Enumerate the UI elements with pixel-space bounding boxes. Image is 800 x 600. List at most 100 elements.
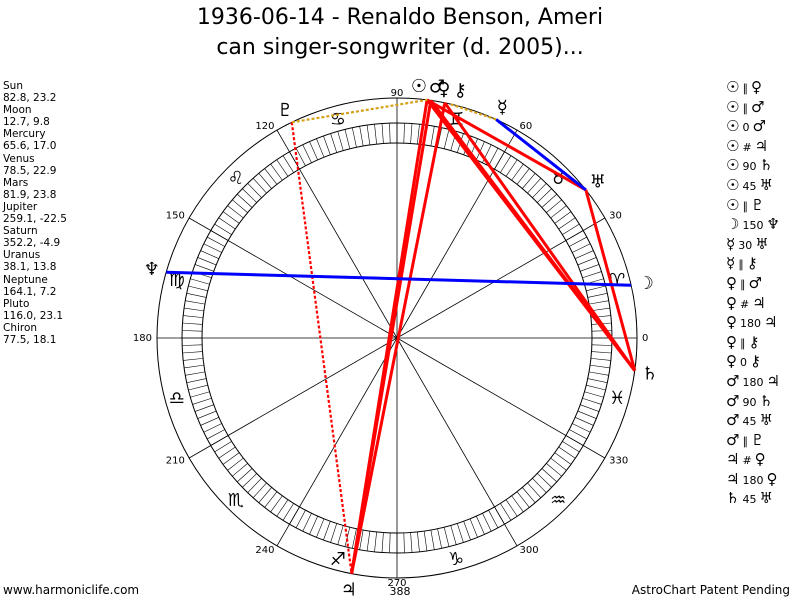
degree-tick xyxy=(330,523,338,543)
degree-tick xyxy=(188,285,208,292)
degree-tick xyxy=(184,307,204,312)
degree-tick xyxy=(541,193,557,208)
degree-label: 240 xyxy=(255,545,274,556)
aspect-planet-1: ♃ xyxy=(726,450,740,469)
degree-tick xyxy=(200,250,219,259)
planet-name-sun: Sun xyxy=(3,80,23,92)
degree-label: 30 xyxy=(609,211,622,222)
degree-tick xyxy=(575,417,594,426)
degree-tick xyxy=(192,397,212,405)
aspect-row: ☽ 150 ♆ xyxy=(726,215,780,235)
footer-website[interactable]: www.harmoniclife.com xyxy=(3,583,140,597)
degree-tick xyxy=(190,391,210,398)
degree-tick xyxy=(337,525,344,545)
degree-tick xyxy=(562,441,580,453)
degree-tick xyxy=(588,371,609,376)
aspect-type: # xyxy=(742,140,752,154)
aspect-row: ☉ 90 ♄ xyxy=(726,156,780,176)
planet-values-mercury: 65.6, 17.0 xyxy=(3,140,57,153)
planet-name-chiron: Chiron xyxy=(3,321,38,334)
degree-tick xyxy=(450,525,457,545)
division-spoke xyxy=(396,337,518,547)
degree-tick xyxy=(374,531,377,552)
degree-tick xyxy=(522,173,536,189)
division-spoke xyxy=(396,217,606,339)
aspect-planet-2: ♂ xyxy=(750,97,765,116)
degree-tick xyxy=(237,468,253,483)
planet-name-mercury: Mercury xyxy=(3,128,46,141)
degree-tick xyxy=(214,223,232,235)
aspect-type: ∥ xyxy=(742,101,748,115)
aspect-type: 45 xyxy=(742,179,757,193)
footer-patent-notice: AstroChart Patent Pending xyxy=(631,583,790,597)
degree-label: 150 xyxy=(166,211,185,222)
planet-name-uranus: Uranus xyxy=(3,249,41,262)
aspect-type: ∥ xyxy=(742,82,748,95)
aspect-type: ∥ xyxy=(742,434,748,448)
zodiac-sign-glyph: ♍ xyxy=(169,270,185,291)
degree-tick xyxy=(197,257,217,266)
degree-tick xyxy=(562,223,580,235)
degree-tick xyxy=(582,397,602,405)
degree-tick xyxy=(423,531,428,551)
degree-tick xyxy=(252,482,267,498)
degree-tick xyxy=(537,188,552,203)
degree-tick xyxy=(182,322,203,325)
degree-tick xyxy=(403,532,405,553)
aspect-row: ♂ 180 ♃ xyxy=(726,372,780,392)
degree-tick xyxy=(200,417,219,426)
aspect-row: ♀ # ♃ xyxy=(726,294,780,314)
degree-tick xyxy=(591,351,612,354)
aspect-planet-1: ♀ xyxy=(726,332,737,351)
planet-glyph-mercury: ☿ xyxy=(497,97,508,118)
aspect-type: 180 xyxy=(742,473,764,487)
degree-tick xyxy=(182,351,203,354)
degree-tick xyxy=(222,211,240,224)
zodiac-sign-glyph: ♎ xyxy=(169,388,185,409)
degree-label: 180 xyxy=(133,333,152,344)
aspect-type: ∥ xyxy=(740,277,746,291)
degree-tick xyxy=(575,250,594,259)
aspect-type: 90 xyxy=(742,395,757,409)
aspect-list: ☉ ∥ ♀ ☉ ∥ ♂ ☉ 0 ♂ ☉ # ♃ ☉ 90 ♄ ☉ 45 ♅ ☉ ∥ ♇ ☽ 150 ♆ ☿ 30 ♅ ☿ ∥ ⚷ ♀ ∥ ♂ ♀ #… xyxy=(726,78,780,509)
planet-values-sun: 82.8, 23.2 xyxy=(3,92,57,105)
degree-tick xyxy=(572,243,591,253)
degree-tick xyxy=(584,391,604,398)
planet-glyph-uranus: ♅ xyxy=(590,172,606,193)
zodiac-sign-glyph: ♌ xyxy=(228,168,244,189)
aspect-line xyxy=(443,101,637,372)
degree-label: 0 xyxy=(642,333,648,344)
degree-tick xyxy=(437,528,442,549)
degree-label: 270 xyxy=(387,578,406,589)
aspect-planet-1: ☿ xyxy=(726,234,736,253)
degree-tick xyxy=(374,124,377,145)
planet-values-neptune: 164.1, 7.2 xyxy=(3,285,57,298)
aspect-row: ☉ 45 ♅ xyxy=(726,176,780,196)
degree-tick xyxy=(302,513,312,532)
zodiac-sign-glyph: ♋ xyxy=(330,109,346,130)
aspect-planet-2: ♂ xyxy=(748,273,762,292)
degree-tick xyxy=(295,148,306,166)
degree-tick xyxy=(476,516,485,535)
planet-position-list: Sun 82.8, 23.2 Moon 12.7, 9.8 Mercury 65.6, 1… xyxy=(3,80,67,346)
degree-label: 120 xyxy=(255,121,274,132)
degree-tick xyxy=(359,529,364,550)
aspect-planet-1: ♂ xyxy=(726,430,740,449)
degree-tick xyxy=(588,300,609,305)
degree-tick xyxy=(185,371,206,376)
aspect-line xyxy=(448,102,497,121)
degree-tick xyxy=(587,378,608,383)
degree-tick xyxy=(182,344,203,346)
aspect-planet-1: ☉ xyxy=(726,78,740,96)
degree-tick xyxy=(590,364,610,369)
degree-tick xyxy=(352,528,357,549)
zodiac-sign-glyph: ♑ xyxy=(448,549,464,570)
degree-tick xyxy=(546,463,562,477)
degree-tick xyxy=(403,123,405,144)
degree-tick xyxy=(185,300,206,305)
planet-glyph-neptune: ♆ xyxy=(144,259,160,280)
aspect-planet-1: ♀ xyxy=(726,313,737,332)
planet-name-venus: Venus xyxy=(3,152,35,165)
aspect-planet-2: ♀ xyxy=(766,469,778,488)
